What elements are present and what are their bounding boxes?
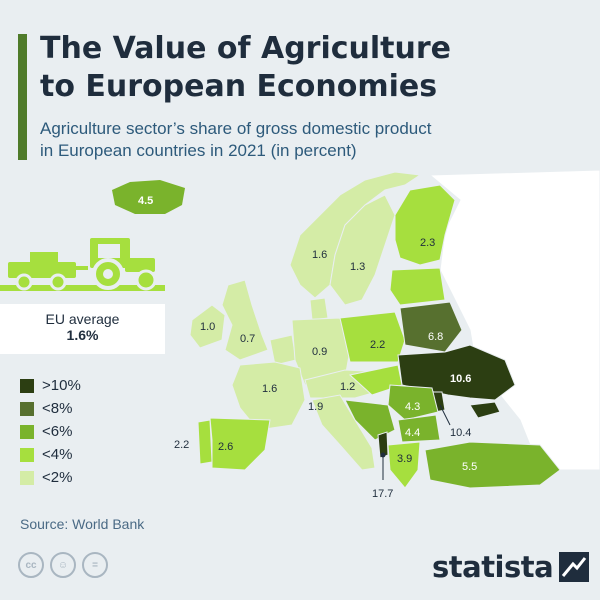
legend-item: <2% (20, 466, 81, 489)
page-title: The Value of Agriculture to European Eco… (40, 31, 452, 104)
label-albania: 17.7 (372, 488, 393, 500)
country-uk (221, 279, 269, 361)
country-benelux (269, 334, 297, 366)
label-france: 1.6 (262, 383, 277, 395)
legend-label: <4% (42, 446, 73, 463)
country-italy (311, 394, 376, 471)
label-poland: 2.2 (370, 339, 385, 351)
label-norway: 1.6 (312, 249, 327, 261)
country-france (231, 361, 306, 431)
label-moldova: 10.4 (450, 427, 471, 439)
eu-average-label: EU average (45, 311, 120, 327)
page-subtitle: Agriculture sector’s share of gross dome… (40, 119, 432, 160)
legend-swatch (20, 470, 34, 485)
label-romania: 4.3 (405, 401, 420, 413)
legend: >10% <8% <6% <4% <2% (20, 374, 81, 489)
country-iceland (112, 180, 185, 214)
legend-item: <4% (20, 443, 81, 466)
label-italy: 1.9 (308, 401, 323, 413)
country-romania (387, 384, 439, 421)
label-bulgaria: 4.4 (405, 427, 420, 439)
label-belarus: 6.8 (428, 331, 443, 343)
label-austria: 1.2 (340, 381, 355, 393)
country-finland (394, 184, 456, 266)
legend-item: <6% (20, 420, 81, 443)
legend-item: <8% (20, 397, 81, 420)
legend-swatch (20, 378, 34, 393)
label-portugal: 2.2 (174, 439, 189, 451)
by-icon[interactable]: ☺ (50, 552, 76, 578)
cc-icon[interactable]: cc (18, 552, 44, 578)
statista-logo[interactable]: statista (432, 550, 590, 584)
source-note: Source: World Bank (20, 516, 145, 532)
label-finland: 2.3 (420, 237, 435, 249)
statista-mark-icon (559, 552, 590, 582)
legend-item: >10% (20, 374, 81, 397)
label-greece: 3.9 (397, 453, 412, 465)
label-ukraine: 10.6 (450, 373, 471, 385)
eu-average-value: 1.6% (66, 327, 99, 343)
legend-swatch (20, 447, 34, 462)
nd-icon[interactable]: = (82, 552, 108, 578)
legend-label: >10% (42, 377, 81, 394)
country-baltics (389, 267, 446, 306)
legend-label: <6% (42, 423, 73, 440)
country-crimea (469, 401, 501, 419)
label-sweden: 1.3 (350, 261, 365, 273)
label-iceland: 4.5 (138, 195, 153, 207)
country-turkey (424, 441, 561, 489)
label-ireland: 1.0 (200, 321, 215, 333)
country-hungary (348, 364, 403, 396)
label-turkey: 5.5 (462, 461, 477, 473)
label-spain: 2.6 (218, 441, 233, 453)
legend-swatch (20, 401, 34, 416)
country-greece (387, 441, 421, 489)
title-accent-bar (18, 34, 27, 160)
country-portugal (197, 419, 213, 465)
country-bulgaria (397, 414, 441, 443)
country-ireland (189, 304, 226, 349)
label-germany: 0.9 (312, 346, 327, 358)
license-icons: cc ☺ = (18, 552, 108, 578)
legend-label: <8% (42, 400, 73, 417)
legend-label: <2% (42, 469, 73, 486)
country-poland (339, 311, 406, 363)
tractor-illustration (0, 238, 165, 291)
country-denmark (309, 297, 329, 321)
country-albania (377, 431, 389, 459)
brand-name: statista (432, 550, 554, 584)
albania-dot (380, 452, 386, 458)
country-belarus (399, 301, 463, 353)
legend-swatch (20, 424, 34, 439)
moldova-callout (439, 404, 451, 426)
country-spain (209, 417, 271, 471)
label-uk: 0.7 (240, 333, 255, 345)
eu-average-box: EU average 1.6% (0, 304, 165, 354)
